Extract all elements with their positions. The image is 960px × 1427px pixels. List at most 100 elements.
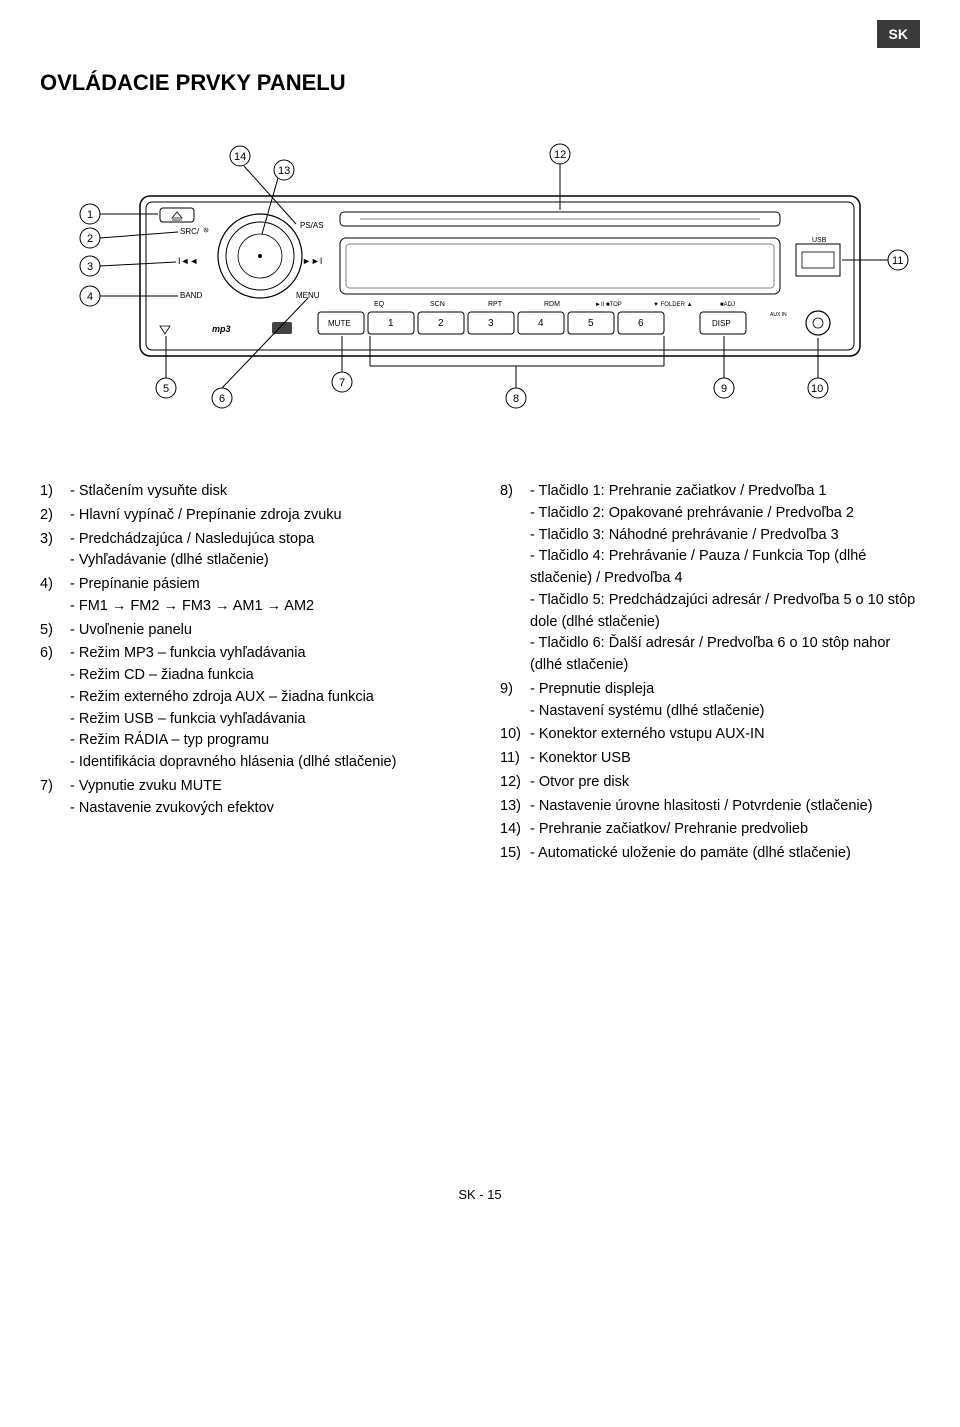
preset-1-label: 1 (388, 318, 394, 329)
svg-text:3: 3 (87, 261, 93, 273)
src-label: SRC/ (180, 227, 200, 236)
list-item: 14)- Prehranie začiatkov/ Prehranie pred… (500, 819, 920, 841)
item-line: - Tlačidlo 4: Prehrávanie / Pauza / Funk… (530, 546, 920, 590)
item-number: 5) (40, 620, 70, 642)
item-line: - Tlačidlo 1: Prehranie začiatkov / Pred… (530, 481, 920, 503)
page-title: OVLÁDACIE PRVKY PANELU (40, 70, 920, 96)
item-line: - Konektor externého vstupu AUX-IN (530, 724, 920, 746)
item-body: - Režim MP3 – funkcia vyhľadávania- Reži… (70, 643, 460, 774)
svg-text:5: 5 (163, 383, 169, 395)
rdm-label: RDM (544, 301, 560, 308)
item-line: - Otvor pre disk (530, 772, 920, 794)
svg-text:12: 12 (554, 149, 566, 161)
svg-text:2: 2 (87, 233, 93, 245)
panel-diagram: USB SRC/ PS/AS I◄◄ ►►I BAND MENU mp3 EQ … (40, 126, 920, 441)
svg-text:1: 1 (87, 209, 93, 221)
item-body: - Konektor USB (530, 748, 920, 770)
item-body: - Konektor externého vstupu AUX-IN (530, 724, 920, 746)
item-line: - Uvoľnenie panelu (70, 620, 460, 642)
item-line: - Nastavení systému (dlhé stlačenie) (530, 701, 920, 723)
item-number: 3) (40, 529, 70, 573)
list-item: 1)- Stlačením vysuňte disk (40, 481, 460, 503)
svg-text:9: 9 (721, 383, 727, 395)
language-badge: SK (877, 20, 920, 48)
eq-label: EQ (374, 301, 385, 308)
scn-label: SCN (430, 301, 445, 308)
svg-text:14: 14 (234, 151, 246, 163)
svg-text:4: 4 (87, 291, 93, 303)
item-line: - Vyhľadávanie (dlhé stlačenie) (70, 550, 460, 572)
aux-label: AUX IN (770, 312, 787, 318)
list-item: 2)- Hlavní vypínač / Prepínanie zdroja z… (40, 505, 460, 527)
item-body: - Predchádzajúca / Nasledujúca stopa- Vy… (70, 529, 460, 573)
band-label: BAND (180, 291, 202, 300)
item-number: 13) (500, 796, 530, 818)
svg-text:8: 8 (513, 393, 519, 405)
list-item: 6)- Režim MP3 – funkcia vyhľadávania- Re… (40, 643, 460, 774)
item-number: 6) (40, 643, 70, 774)
psas-label: PS/AS (300, 221, 324, 230)
list-item: 7)- Vypnutie zvuku MUTE- Nastavenie zvuk… (40, 776, 460, 820)
item-line: - Prepínanie pásiem (70, 574, 460, 596)
item-line: - Režim CD – žiadna funkcia (70, 665, 460, 687)
top-label: ►II ■TOP (595, 302, 622, 308)
preset-3-label: 3 (488, 318, 494, 329)
svg-text:7: 7 (339, 377, 345, 389)
item-body: - Prepínanie pásiem- FM1 → FM2 → FM3 → A… (70, 574, 460, 618)
item-line: - Režim RÁDIA – typ programu (70, 730, 460, 752)
left-column: 1)- Stlačením vysuňte disk2)- Hlavní vyp… (40, 481, 460, 867)
item-line: - Režim MP3 – funkcia vyhľadávania (70, 643, 460, 665)
svg-text:13: 13 (278, 165, 290, 177)
list-item: 15)- Automatické uloženie do pamäte (dlh… (500, 843, 920, 865)
preset-5-label: 5 (588, 318, 594, 329)
page-footer: SK - 15 (40, 1187, 920, 1202)
item-line: - Režim externého zdroja AUX – žiadna fu… (70, 687, 460, 709)
mp3-label: mp3 (212, 324, 231, 334)
item-line: - Nastavenie úrovne hlasitosti / Potvrde… (530, 796, 920, 818)
preset-2-label: 2 (438, 318, 444, 329)
item-line: - Konektor USB (530, 748, 920, 770)
next-label: ►►I (302, 256, 322, 266)
item-body: - Vypnutie zvuku MUTE- Nastavenie zvukov… (70, 776, 460, 820)
disp-button-label: DISP (712, 319, 731, 328)
item-number: 11) (500, 748, 530, 770)
list-item: 4)- Prepínanie pásiem- FM1 → FM2 → FM3 →… (40, 574, 460, 618)
list-item: 10)- Konektor externého vstupu AUX-IN (500, 724, 920, 746)
right-column: 8)- Tlačidlo 1: Prehranie začiatkov / Pr… (500, 481, 920, 867)
item-number: 1) (40, 481, 70, 503)
list-item: 5)- Uvoľnenie panelu (40, 620, 460, 642)
preset-4-label: 4 (538, 318, 544, 329)
item-line: - Nastavenie zvukových efektov (70, 798, 460, 820)
item-body: - Automatické uloženie do pamäte (dlhé s… (530, 843, 920, 865)
prev-label: I◄◄ (178, 256, 198, 266)
item-body: - Prehranie začiatkov/ Prehranie predvol… (530, 819, 920, 841)
item-number: 14) (500, 819, 530, 841)
list-item: 9)- Prepnutie displeja- Nastavení systém… (500, 679, 920, 723)
item-line: - Prepnutie displeja (530, 679, 920, 701)
item-line: - Automatické uloženie do pamäte (dlhé s… (530, 843, 920, 865)
item-number: 2) (40, 505, 70, 527)
folder-label: ▼ FOLDER ▲ (653, 302, 693, 308)
adj-label: ■ADJ (720, 302, 735, 308)
item-body: - Hlavní vypínač / Prepínanie zdroja zvu… (70, 505, 460, 527)
item-body: - Nastavenie úrovne hlasitosti / Potvrde… (530, 796, 920, 818)
item-number: 10) (500, 724, 530, 746)
svg-text:11: 11 (892, 255, 903, 267)
mute-button-label: MUTE (328, 319, 351, 328)
rpt-label: RPT (488, 301, 503, 308)
list-item: 8)- Tlačidlo 1: Prehranie začiatkov / Pr… (500, 481, 920, 677)
item-body: - Prepnutie displeja- Nastavení systému … (530, 679, 920, 723)
item-line: - Stlačením vysuňte disk (70, 481, 460, 503)
item-number: 15) (500, 843, 530, 865)
list-item: 13)- Nastavenie úrovne hlasitosti / Potv… (500, 796, 920, 818)
item-line: - Identifikácia dopravného hlásenia (dlh… (70, 752, 460, 774)
svg-text:10: 10 (811, 383, 823, 395)
item-body: - Uvoľnenie panelu (70, 620, 460, 642)
item-line: - Tlačidlo 2: Opakované prehrávanie / Pr… (530, 503, 920, 525)
item-line: - Predchádzajúca / Nasledujúca stopa (70, 529, 460, 551)
item-line: - Tlačidlo 3: Náhodné prehrávanie / Pred… (530, 525, 920, 547)
item-body: - Tlačidlo 1: Prehranie začiatkov / Pred… (530, 481, 920, 677)
item-line: - Režim USB – funkcia vyhľadávania (70, 709, 460, 731)
list-item: 11)- Konektor USB (500, 748, 920, 770)
item-number: 7) (40, 776, 70, 820)
